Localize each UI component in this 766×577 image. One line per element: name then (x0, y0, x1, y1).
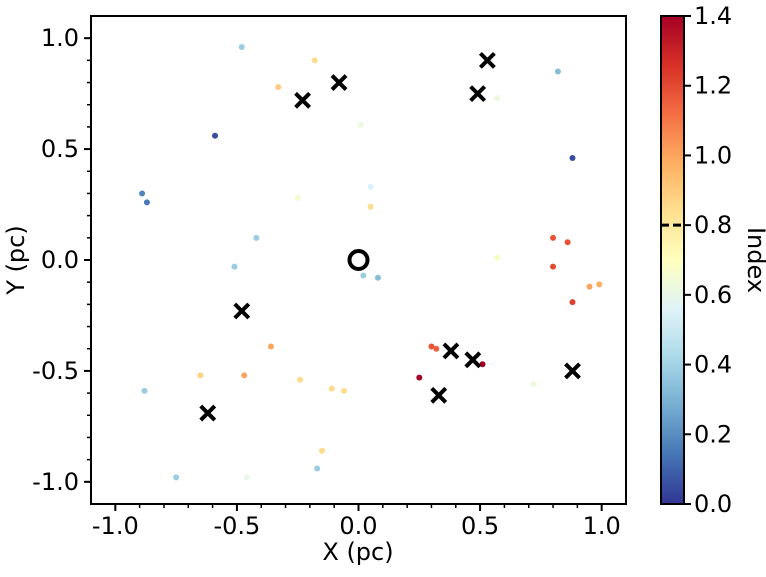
data-point (428, 343, 435, 350)
x-tick-label: -0.5 (213, 512, 260, 540)
data-point (143, 199, 150, 206)
data-point (340, 387, 347, 394)
data-point (586, 283, 593, 290)
data-point (275, 83, 282, 90)
y-tick-label: -0.5 (32, 357, 79, 385)
x-tick-label: 1.0 (583, 512, 621, 540)
colorbar-tick-label: 0.8 (694, 211, 732, 239)
data-point (139, 190, 146, 197)
center-marker (347, 249, 370, 271)
data-point (297, 376, 304, 383)
x-marker (478, 51, 496, 69)
data-point (319, 447, 326, 454)
colorbar-label: Index (742, 227, 766, 293)
x-tick-label: 0.0 (339, 512, 377, 540)
data-point (197, 372, 204, 379)
data-point (530, 381, 537, 388)
x-marker (233, 302, 251, 320)
data-point (267, 343, 274, 350)
x-marker (469, 85, 487, 103)
data-point (360, 272, 367, 279)
y-tick-label: 1.0 (41, 24, 79, 52)
y-tick-label: 0.0 (41, 246, 79, 274)
data-points (139, 44, 603, 481)
data-point (564, 239, 571, 246)
colorbar-tick-label: 0.6 (694, 281, 732, 309)
data-point (479, 361, 486, 368)
data-point (314, 465, 321, 472)
data-point (243, 474, 250, 481)
x-tick-label: 0.5 (461, 512, 499, 540)
data-point (569, 299, 576, 306)
x-marker (330, 74, 348, 91)
data-point (173, 474, 180, 481)
data-point (253, 234, 260, 241)
colorbar-axis: 0.0 0.2 0.4 0.6 0.8 1.0 1.2 1.4 (684, 2, 732, 518)
colorbar-tick-label: 0.0 (694, 490, 732, 518)
data-point (367, 183, 374, 190)
data-point (141, 387, 148, 394)
data-point (550, 263, 557, 270)
colorbar-tick-label: 1.0 (694, 141, 732, 169)
data-point (416, 374, 423, 381)
x-tick-label: -1.0 (92, 512, 139, 540)
y-tick-label: 0.5 (41, 135, 79, 163)
data-point (569, 154, 576, 161)
y-axis: -1.0 -0.5 0.0 0.5 1.0 (32, 24, 91, 496)
colorbar (660, 15, 685, 505)
data-point (367, 203, 374, 210)
data-point (374, 274, 381, 281)
data-point (554, 68, 561, 75)
data-point (433, 345, 440, 352)
data-point (596, 281, 603, 288)
data-point (311, 57, 318, 64)
data-point (328, 385, 335, 392)
x-marker (464, 351, 482, 369)
x-marker (442, 342, 460, 360)
colorbar-tick-label: 0.2 (694, 420, 732, 448)
data-point (294, 194, 301, 201)
data-point (494, 254, 501, 261)
data-point (241, 372, 248, 379)
y-axis-label: Y (pc) (2, 225, 30, 295)
x-marker (564, 362, 581, 380)
data-point (494, 95, 501, 102)
colorbar-tick-label: 1.2 (694, 72, 732, 100)
data-point (238, 44, 245, 51)
data-point (550, 234, 557, 241)
colorbar-tick-label: 0.4 (694, 351, 732, 379)
x-axis: -1.0 -0.5 0.0 0.5 1.0 (92, 504, 621, 540)
y-tick-label: -1.0 (32, 468, 79, 496)
colorbar-tick-label: 1.4 (694, 2, 732, 30)
plot-area (90, 15, 627, 505)
data-point (212, 132, 219, 139)
x-marker (294, 91, 311, 109)
data-point (357, 121, 364, 128)
data-point (231, 263, 238, 270)
x-marker (430, 386, 448, 404)
x-marker (199, 404, 217, 422)
x-markers (199, 51, 581, 422)
x-axis-label: X (pc) (322, 538, 393, 566)
